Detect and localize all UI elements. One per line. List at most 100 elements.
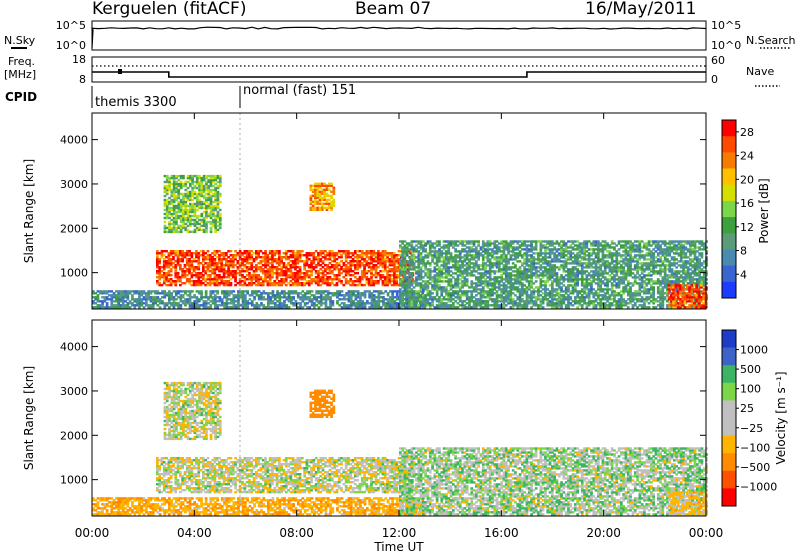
power-cell [168,300,171,303]
power-cell [410,288,414,291]
power-cell [502,266,506,269]
power-cell [382,300,385,303]
power-cell [92,290,95,293]
power-cell [158,306,162,309]
power-cell [314,206,317,209]
power-cell [408,256,411,259]
power-cell [408,300,411,303]
power-cell [393,290,397,293]
power-cell [401,242,404,245]
power-cell [580,304,584,307]
power-cell [486,252,490,255]
power-cell [440,306,444,309]
frequency-panel-frame [91,56,707,83]
power-cell [241,306,245,309]
power-cell [365,278,369,281]
power-cell [282,266,286,269]
power-cell [267,304,270,307]
power-cell [207,306,210,309]
power-cell [509,284,513,287]
power-cell [172,280,175,283]
power-cell [534,262,538,265]
power-cell [475,256,478,259]
power-cell [232,296,236,299]
power-cell [349,268,353,271]
power-cell [386,304,390,307]
power-cell [399,264,402,267]
power-cell [259,256,263,259]
power-cell [428,242,432,245]
power-cell [167,272,171,275]
power-cell [356,304,360,307]
power-cell [303,304,307,307]
power-cell [168,306,171,309]
power-cell [318,182,322,185]
power-cell [447,240,451,243]
power-cell [472,274,476,277]
power-cell [537,256,540,259]
power-cell [175,174,178,178]
power-cell [403,290,407,293]
power-cell [544,254,547,257]
power-cell [232,302,236,305]
power-cell [181,250,184,253]
power-cell [493,264,497,267]
power-cell [183,256,187,259]
power-cell [287,300,291,303]
power-cell [507,258,510,261]
power-cell [583,290,586,293]
power-cell [551,284,554,287]
power-cell [567,276,570,279]
power-cell [428,302,432,305]
power-cell [252,270,256,273]
power-cell [294,282,297,285]
power-cell [412,286,416,289]
power-cell [399,268,402,271]
power-cell [375,306,378,309]
power-cell [383,282,387,285]
power-cell [507,266,510,269]
power-cell [475,300,478,303]
power-cell [498,304,501,307]
power-cell [438,260,441,263]
power-cell [163,204,167,208]
power-cell [335,278,339,281]
power-cell [264,260,267,263]
power-cell [179,300,183,303]
power-cell [163,186,167,190]
power-cell [175,210,178,214]
power-cell [344,272,348,275]
power-cell [225,302,229,305]
power-cell [189,190,192,194]
power-cell [502,288,506,291]
power-cell [486,306,490,309]
power-cell [110,304,114,307]
power-cell [578,298,582,301]
power-cell [424,264,427,267]
power-cell [548,296,552,299]
power-cell [472,244,476,247]
power-cell [502,268,506,271]
power-cell [367,256,371,259]
power-cell [328,283,332,287]
power-cell [555,302,559,305]
power-cell [428,298,432,301]
power-cell [335,254,339,257]
power-cell [96,298,100,301]
power-cell [156,282,159,285]
power-cell [417,268,421,271]
power-cell [184,290,187,293]
power-cell [356,294,360,297]
power-cell [500,242,503,245]
power-cell [192,252,196,255]
power-cell [115,298,118,301]
power-cell [333,292,337,295]
power-cell [393,256,396,259]
power-cell [179,174,183,178]
power-cell [253,304,256,307]
power-cell [205,192,208,196]
power-cell [205,200,208,204]
power-cell [227,290,231,293]
power-cell [525,256,529,259]
power-cell [177,292,180,295]
